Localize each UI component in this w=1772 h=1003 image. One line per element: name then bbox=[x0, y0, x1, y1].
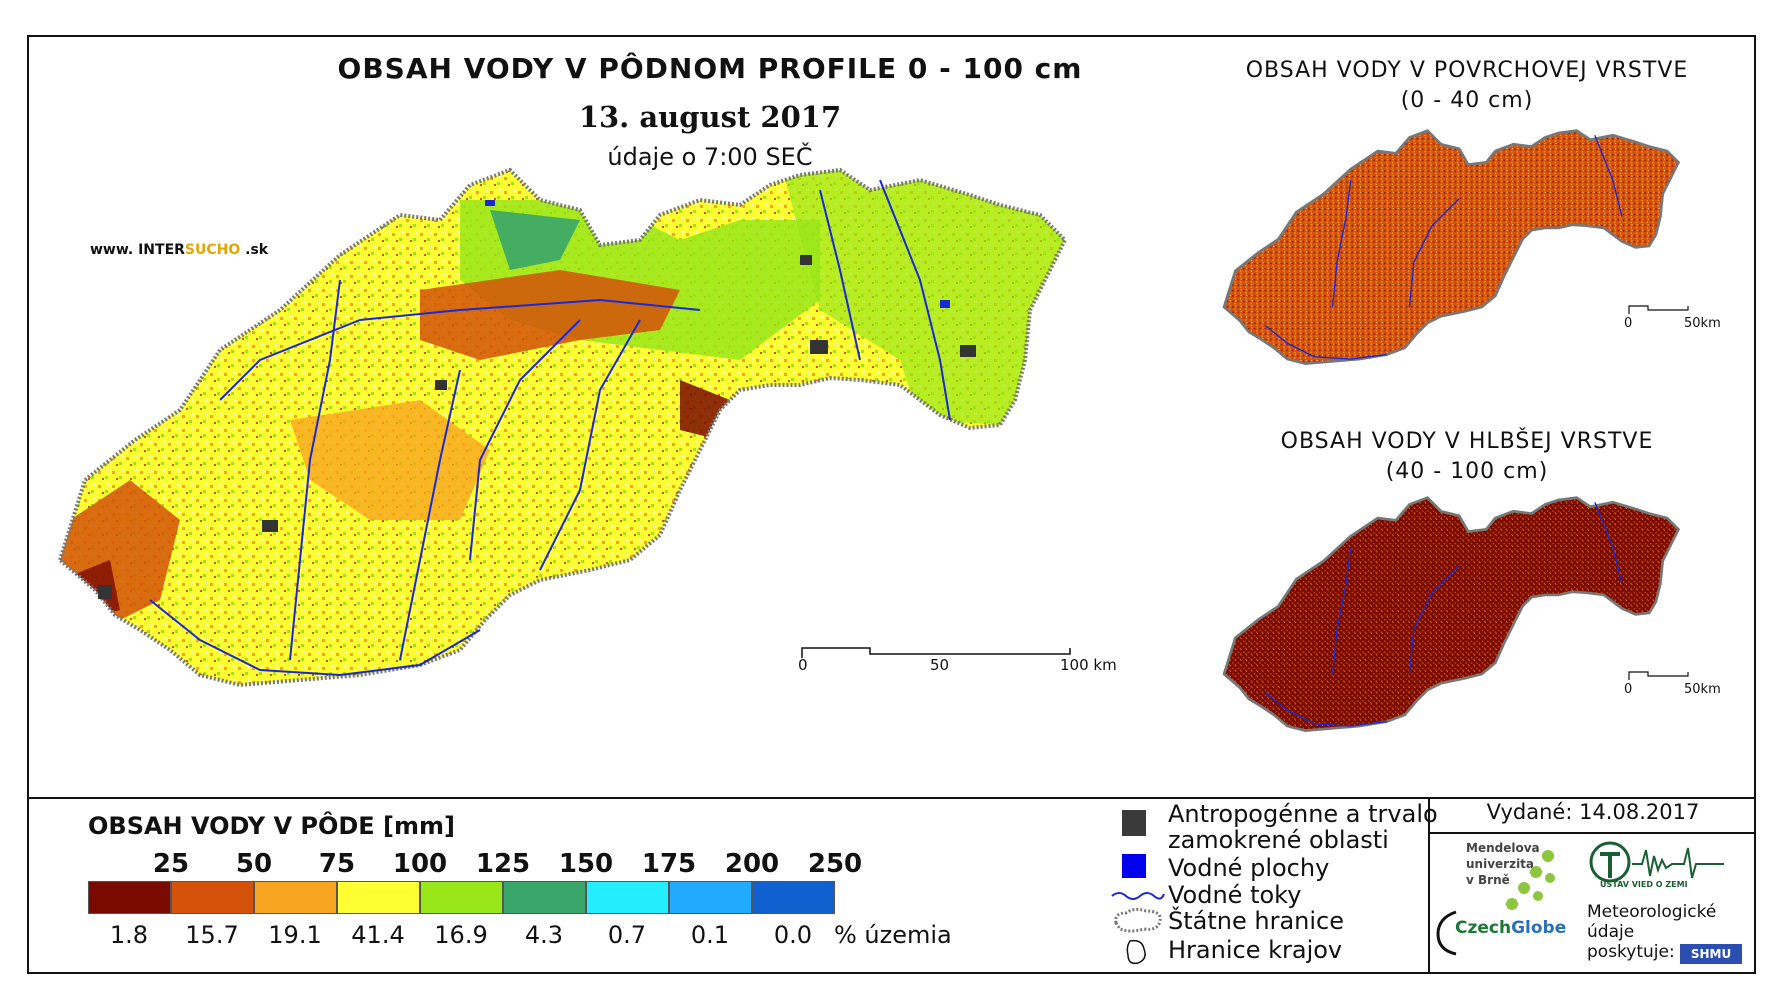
water-streams-label: Vodné toky bbox=[1168, 881, 1302, 909]
water-body-swatch bbox=[1122, 854, 1146, 878]
legend-swatch bbox=[337, 881, 420, 914]
legend-threshold: 175 bbox=[641, 849, 697, 879]
legend-threshold: 125 bbox=[475, 849, 531, 879]
inset-surface-title: OBSAH VODY V POVRCHOVEJ VRSTVE bbox=[1245, 58, 1689, 83]
legend-swatch bbox=[669, 881, 752, 914]
inset-deep-map bbox=[1222, 496, 1681, 732]
ustav-logo-icon bbox=[1589, 841, 1724, 883]
inset-deep-scale-zero: 0 bbox=[1624, 682, 1633, 697]
water-stream-icon bbox=[1111, 892, 1165, 900]
main-title: OBSAH VODY V PÔDNOM PROFILE 0 - 100 cm bbox=[337, 52, 1083, 85]
credits-divider bbox=[1428, 797, 1430, 974]
anthropogenic-swatch bbox=[1122, 810, 1146, 836]
legend-percentage: 4.3 bbox=[524, 921, 564, 949]
meteo-line-1: Meteorologické bbox=[1587, 902, 1717, 922]
issued-divider bbox=[1428, 832, 1756, 834]
map-time: údaje o 7:00 SEČ bbox=[607, 143, 813, 171]
legend-threshold: 150 bbox=[558, 849, 614, 879]
legend-divider bbox=[27, 797, 1756, 799]
czechglobe-logo-mark bbox=[1436, 910, 1457, 956]
meteo-line-3: poskytuje: bbox=[1587, 942, 1675, 962]
globe-word: Globe bbox=[1511, 918, 1567, 938]
legend-percentage: 16.9 bbox=[434, 921, 488, 949]
mendel-line-2: univerzita bbox=[1466, 857, 1535, 871]
legend-threshold: 250 bbox=[807, 849, 863, 879]
map-date: 13. august 2017 bbox=[578, 100, 842, 134]
state-border-label: Štátne hranice bbox=[1168, 907, 1344, 935]
mendel-dots-logo bbox=[1506, 850, 1555, 910]
czech-word: Czech bbox=[1455, 918, 1512, 938]
website-mid: SUCHO bbox=[184, 242, 241, 258]
legend-percentage: 19.1 bbox=[268, 921, 322, 949]
website-link[interactable]: www. INTERSUCHO .sk bbox=[90, 242, 268, 258]
anthropogenic-label-2: zamokrené oblasti bbox=[1168, 826, 1389, 854]
region-border-label: Hranice krajov bbox=[1168, 936, 1343, 964]
legend-swatch bbox=[254, 881, 337, 914]
legend-percentage: 0.0 bbox=[773, 921, 813, 949]
legend-swatch bbox=[586, 881, 669, 914]
legend-percentage: 1.8 bbox=[109, 921, 149, 949]
scale-zero: 0 bbox=[798, 656, 808, 674]
legend-percentage: 0.7 bbox=[607, 921, 647, 949]
percent-unit: % územia bbox=[834, 921, 952, 949]
legend-title: OBSAH VODY V PÔDE [mm] bbox=[88, 812, 456, 840]
legend-threshold: 50 bbox=[235, 849, 273, 879]
inset-deep-scale-end: 50km bbox=[1684, 682, 1721, 697]
inset-deep-title: OBSAH VODY V HLBŠEJ VRSTVE bbox=[1280, 429, 1654, 454]
legend-threshold: 75 bbox=[318, 849, 356, 879]
legend-threshold: 25 bbox=[152, 849, 190, 879]
legend-threshold: 100 bbox=[392, 849, 448, 879]
legend-percentage: 0.1 bbox=[690, 921, 730, 949]
legend-threshold: 200 bbox=[724, 849, 780, 879]
meteo-line-2: údaje bbox=[1587, 922, 1635, 942]
legend-percentage: 41.4 bbox=[351, 921, 405, 949]
inset-surface-scale-end: 50km bbox=[1684, 316, 1721, 331]
legend-swatch bbox=[752, 881, 835, 914]
legend-swatch bbox=[503, 881, 586, 914]
czechglobe-logo: CzechGlobe bbox=[1455, 918, 1566, 938]
legend-percentage: 15.7 bbox=[185, 921, 239, 949]
shmu-logo: SHMU bbox=[1680, 944, 1742, 964]
website-prefix: www. INTER bbox=[90, 242, 185, 258]
region-border-icon bbox=[1126, 939, 1146, 965]
legend-swatch bbox=[88, 881, 171, 914]
mendel-logo-text: Mendelova univerzita v Brně bbox=[1466, 840, 1540, 888]
inset-surface-subtitle: (0 - 40 cm) bbox=[1400, 88, 1534, 113]
mendel-line-3: v Brně bbox=[1466, 873, 1510, 887]
legend-swatch bbox=[171, 881, 254, 914]
state-border-icon bbox=[1114, 907, 1162, 933]
issued-date: Vydané: 14.08.2017 bbox=[1486, 800, 1700, 824]
inset-deep-scale bbox=[1628, 671, 1689, 680]
inset-surface-scale-zero: 0 bbox=[1624, 316, 1633, 331]
inset-deep-subtitle: (40 - 100 cm) bbox=[1385, 459, 1549, 484]
anthropogenic-label-1: Antropogénne a trvalo bbox=[1168, 800, 1438, 828]
scale-bar bbox=[801, 647, 1071, 658]
ustav-logo-text: ÚSTAV VIED O ZEMI bbox=[1600, 880, 1688, 889]
inset-surface-map bbox=[1222, 129, 1681, 365]
scale-end: 100 km bbox=[1060, 656, 1117, 674]
scale-mid: 50 bbox=[930, 656, 950, 674]
main-map bbox=[57, 167, 1068, 688]
mendel-line-1: Mendelova bbox=[1466, 841, 1540, 855]
meteo-provider: Meteorologické údaje poskytuje: bbox=[1587, 902, 1716, 962]
website-suffix: .sk bbox=[240, 242, 269, 258]
water-bodies-label: Vodné plochy bbox=[1168, 854, 1330, 882]
legend-swatch bbox=[420, 881, 503, 914]
inset-surface-scale bbox=[1628, 305, 1689, 314]
